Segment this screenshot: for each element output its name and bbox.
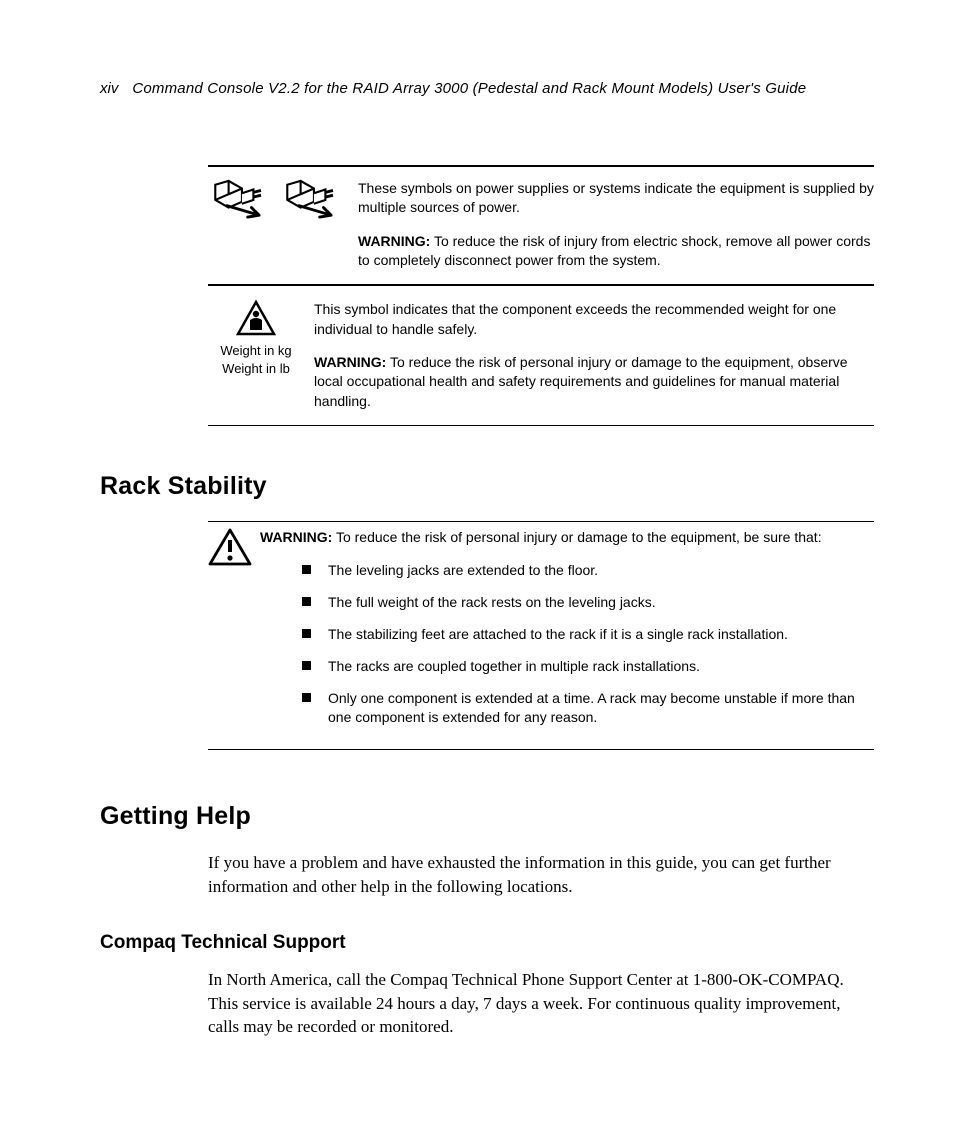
power-warning-block: These symbols on power supplies or syste…: [208, 167, 874, 284]
list-item: Only one component is extended at a time…: [302, 689, 874, 727]
guide-title: Command Console V2.2 for the RAID Array …: [132, 80, 806, 97]
list-item: The leveling jacks are extended to the f…: [302, 561, 874, 580]
warning-label: WARNING:: [314, 354, 386, 370]
weight-icon-column: Weight in kg Weight in lb: [208, 300, 304, 377]
document-page: xiv Command Console V2.2 for the RAID Ar…: [0, 0, 954, 1145]
rack-warning-intro: WARNING: To reduce the risk of personal …: [260, 528, 874, 547]
getting-help-heading: Getting Help: [100, 802, 874, 831]
page-number: xiv: [100, 80, 118, 97]
plug-arrow-icon: [208, 179, 274, 224]
main-content: These symbols on power supplies or syste…: [208, 165, 874, 1039]
exclamation-triangle-icon: [208, 528, 252, 573]
tech-support-section: Compaq Technical Support In North Americ…: [208, 932, 874, 1038]
getting-help-section: Getting Help If you have a problem and h…: [208, 802, 874, 898]
warning-body: To reduce the risk of personal injury or…: [314, 354, 848, 409]
rack-stability-heading: Rack Stability: [100, 472, 874, 501]
power-plug-icons: [208, 179, 346, 224]
weight-lb-label: Weight in lb: [208, 360, 304, 378]
warning-label: WARNING:: [260, 529, 332, 545]
list-item: The stabilizing feet are attached to the…: [302, 625, 874, 644]
list-item: The full weight of the rack rests on the…: [302, 593, 874, 612]
weight-kg-label: Weight in kg: [208, 342, 304, 360]
tech-support-heading: Compaq Technical Support: [100, 932, 874, 954]
getting-help-body: If you have a problem and have exhausted…: [208, 851, 874, 898]
warning-body: To reduce the risk of injury from electr…: [358, 233, 870, 268]
weight-warning-block: Weight in kg Weight in lb This symbol in…: [208, 286, 874, 425]
rack-bullet-list: The leveling jacks are extended to the f…: [302, 561, 874, 726]
plug-arrow-icon: [280, 179, 346, 224]
power-warning-text: These symbols on power supplies or syste…: [358, 179, 874, 274]
power-warning: WARNING: To reduce the risk of injury fr…: [358, 232, 874, 271]
weight-triangle-icon: [208, 300, 304, 338]
rack-warning-text: WARNING: To reduce the risk of personal …: [260, 528, 874, 740]
warning-label: WARNING:: [358, 233, 430, 249]
rack-stability-block: WARNING: To reduce the risk of personal …: [208, 522, 874, 750]
tech-support-body: In North America, call the Compaq Techni…: [208, 968, 874, 1038]
weight-warning: WARNING: To reduce the risk of personal …: [314, 353, 874, 411]
page-header: xiv Command Console V2.2 for the RAID Ar…: [100, 80, 874, 97]
divider: [208, 749, 874, 750]
warning-body: To reduce the risk of personal injury or…: [336, 529, 822, 545]
power-description: These symbols on power supplies or syste…: [358, 179, 874, 218]
weight-description: This symbol indicates that the component…: [314, 300, 874, 339]
list-item: The racks are coupled together in multip…: [302, 657, 874, 676]
divider: [208, 425, 874, 426]
weight-warning-text: This symbol indicates that the component…: [314, 300, 874, 415]
